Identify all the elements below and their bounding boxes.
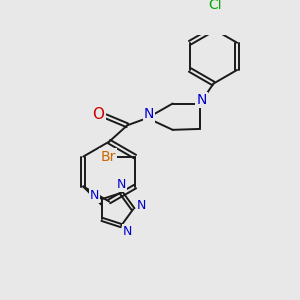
Text: N: N [136, 199, 146, 212]
Text: Cl: Cl [208, 0, 222, 12]
Text: N: N [196, 93, 207, 107]
Text: O: O [92, 107, 104, 122]
Text: N: N [144, 107, 154, 122]
Text: Br: Br [100, 150, 116, 164]
Text: N: N [123, 226, 132, 238]
Text: N: N [90, 189, 99, 202]
Text: N: N [116, 178, 126, 191]
